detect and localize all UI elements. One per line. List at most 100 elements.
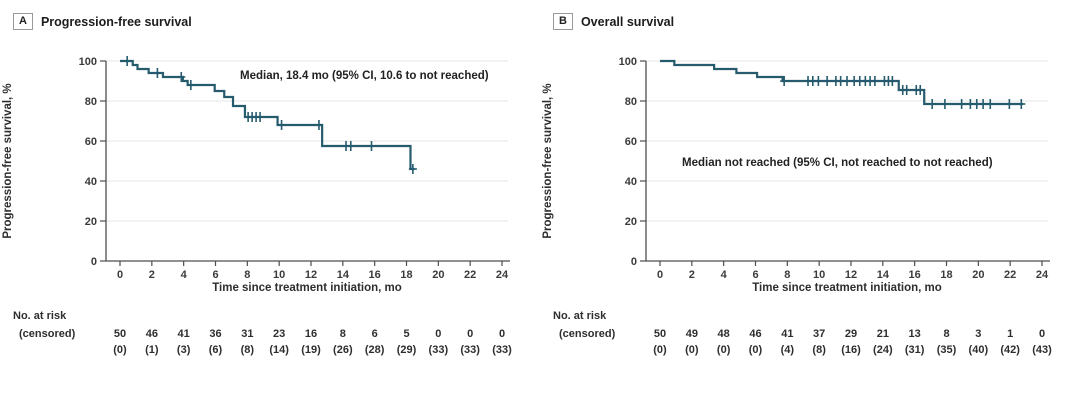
survival-curve	[660, 59, 1023, 106]
at-risk-count: 0	[498, 328, 506, 340]
censored-count: (42)	[1000, 344, 1020, 356]
panel-overall-survival: B Overall survival Progression-free surv…	[540, 0, 1080, 400]
x-tick-label: 8	[244, 269, 250, 281]
at-risk-count: 36	[209, 328, 222, 340]
y-tick-label: 80	[625, 96, 637, 108]
censored-count: (8)	[812, 344, 826, 356]
at-risk-count: 37	[813, 328, 826, 340]
at-risk-count: 46	[145, 328, 158, 340]
x-tick-label: 10	[813, 269, 825, 281]
censored-count: (26)	[333, 344, 353, 356]
x-tick-label: 4	[181, 269, 188, 281]
x-tick-label: 0	[117, 269, 123, 281]
at-risk-count: 0	[435, 328, 442, 340]
at-risk-count: 0	[467, 328, 474, 340]
at-risk-count: 41	[177, 328, 190, 340]
censored-count: (1)	[145, 344, 159, 356]
x-tick-label: 18	[400, 269, 412, 281]
x-tick-label: 8	[784, 269, 790, 281]
panel-b-censored-label: (censored)	[559, 328, 616, 340]
at-risk-count: 31	[241, 328, 254, 340]
x-tick-label: 22	[464, 269, 476, 281]
censored-count: (8)	[240, 344, 255, 356]
x-tick-label: 20	[432, 269, 444, 281]
x-tick-label: 14	[877, 269, 890, 281]
panel-a-x-axis-label: Time since treatment initiation, mo	[212, 282, 402, 294]
censored-count: (33)	[428, 344, 449, 356]
x-tick-label: 2	[149, 269, 155, 281]
y-tick-label: 0	[91, 256, 97, 268]
x-tick-label: 10	[273, 269, 285, 281]
x-tick-label: 2	[689, 269, 695, 281]
censored-count: (33)	[492, 344, 512, 356]
censored-count: (24)	[873, 344, 893, 356]
at-risk-count: 46	[749, 328, 762, 340]
y-tick-label: 60	[85, 136, 97, 148]
at-risk-count: 6	[371, 328, 378, 340]
censored-count: (33)	[460, 344, 480, 356]
survival-curve	[120, 59, 415, 171]
censored-count: (29)	[396, 344, 417, 356]
censored-count: (4)	[780, 344, 795, 356]
panel-b-median-annotation: Median not reached (95% CI, not reached …	[682, 157, 993, 169]
at-risk-count: 16	[304, 328, 318, 340]
censored-count: (31)	[904, 344, 925, 356]
at-risk-count: 13	[908, 328, 921, 340]
censored-count: (19)	[301, 344, 321, 356]
panel-a-header: A Progression-free survival	[13, 13, 192, 30]
x-tick-label: 16	[909, 269, 921, 281]
censored-count: (0)	[748, 344, 763, 356]
at-risk-count: 21	[876, 328, 889, 340]
censored-count: (28)	[364, 344, 385, 356]
x-tick-label: 12	[845, 269, 857, 281]
at-risk-count: 3	[975, 328, 982, 340]
x-tick-label: 24	[1036, 269, 1049, 281]
at-risk-count: 8	[943, 328, 950, 340]
panel-a-risk-table-label: No. at risk	[13, 310, 67, 322]
censored-count: (6)	[208, 344, 223, 356]
at-risk-count: 1	[1007, 328, 1014, 340]
x-tick-label: 4	[721, 269, 728, 281]
x-tick-label: 6	[752, 269, 758, 281]
panel-b-risk-table-label: No. at risk	[553, 310, 607, 322]
censored-count: (40)	[968, 344, 989, 356]
censored-count: (0)	[716, 344, 731, 356]
y-tick-label: 40	[85, 176, 97, 188]
at-risk-count: 5	[403, 328, 410, 340]
panel-a-title: Progression-free survival	[40, 14, 192, 29]
x-tick-label: 6	[212, 269, 218, 281]
x-tick-label: 16	[369, 269, 381, 281]
y-tick-label: 60	[625, 136, 637, 148]
at-risk-count: 41	[781, 328, 794, 340]
censored-count: (14)	[269, 344, 289, 356]
at-risk-count: 8	[339, 328, 346, 340]
panel-progression-free-survival: A Progression-free survival Progression-…	[2, 13, 512, 356]
panel-b-title: Overall survival	[580, 14, 675, 29]
at-risk-count: 29	[844, 328, 858, 340]
panel-b-header: B Overall survival	[553, 13, 674, 30]
panel-a-median-annotation: Median, 18.4 mo (95% CI, 10.6 to not rea…	[240, 70, 489, 82]
x-tick-label: 14	[337, 269, 350, 281]
panel-a-censored-label: (censored)	[19, 328, 76, 340]
at-risk-count: 49	[685, 328, 698, 340]
censored-count: (16)	[841, 344, 861, 356]
censored-count: (0)	[653, 344, 667, 356]
censored-count: (0)	[685, 344, 699, 356]
censored-count: (0)	[113, 344, 127, 356]
y-tick-label: 20	[625, 216, 637, 228]
x-tick-label: 18	[940, 269, 952, 281]
censored-count: (3)	[176, 344, 191, 356]
x-tick-label: 12	[305, 269, 317, 281]
panel-a-letter-badge: A	[13, 13, 33, 30]
at-risk-count: 50	[653, 328, 667, 340]
at-risk-count: 48	[717, 328, 730, 340]
y-tick-label: 80	[85, 96, 97, 108]
panel-b-x-axis-label: Time since treatment initiation, mo	[752, 282, 942, 294]
at-risk-count: 0	[1038, 328, 1046, 340]
panel-b-letter-badge: B	[553, 13, 573, 30]
x-tick-label: 0	[657, 269, 663, 281]
censored-count: (35)	[936, 344, 957, 356]
